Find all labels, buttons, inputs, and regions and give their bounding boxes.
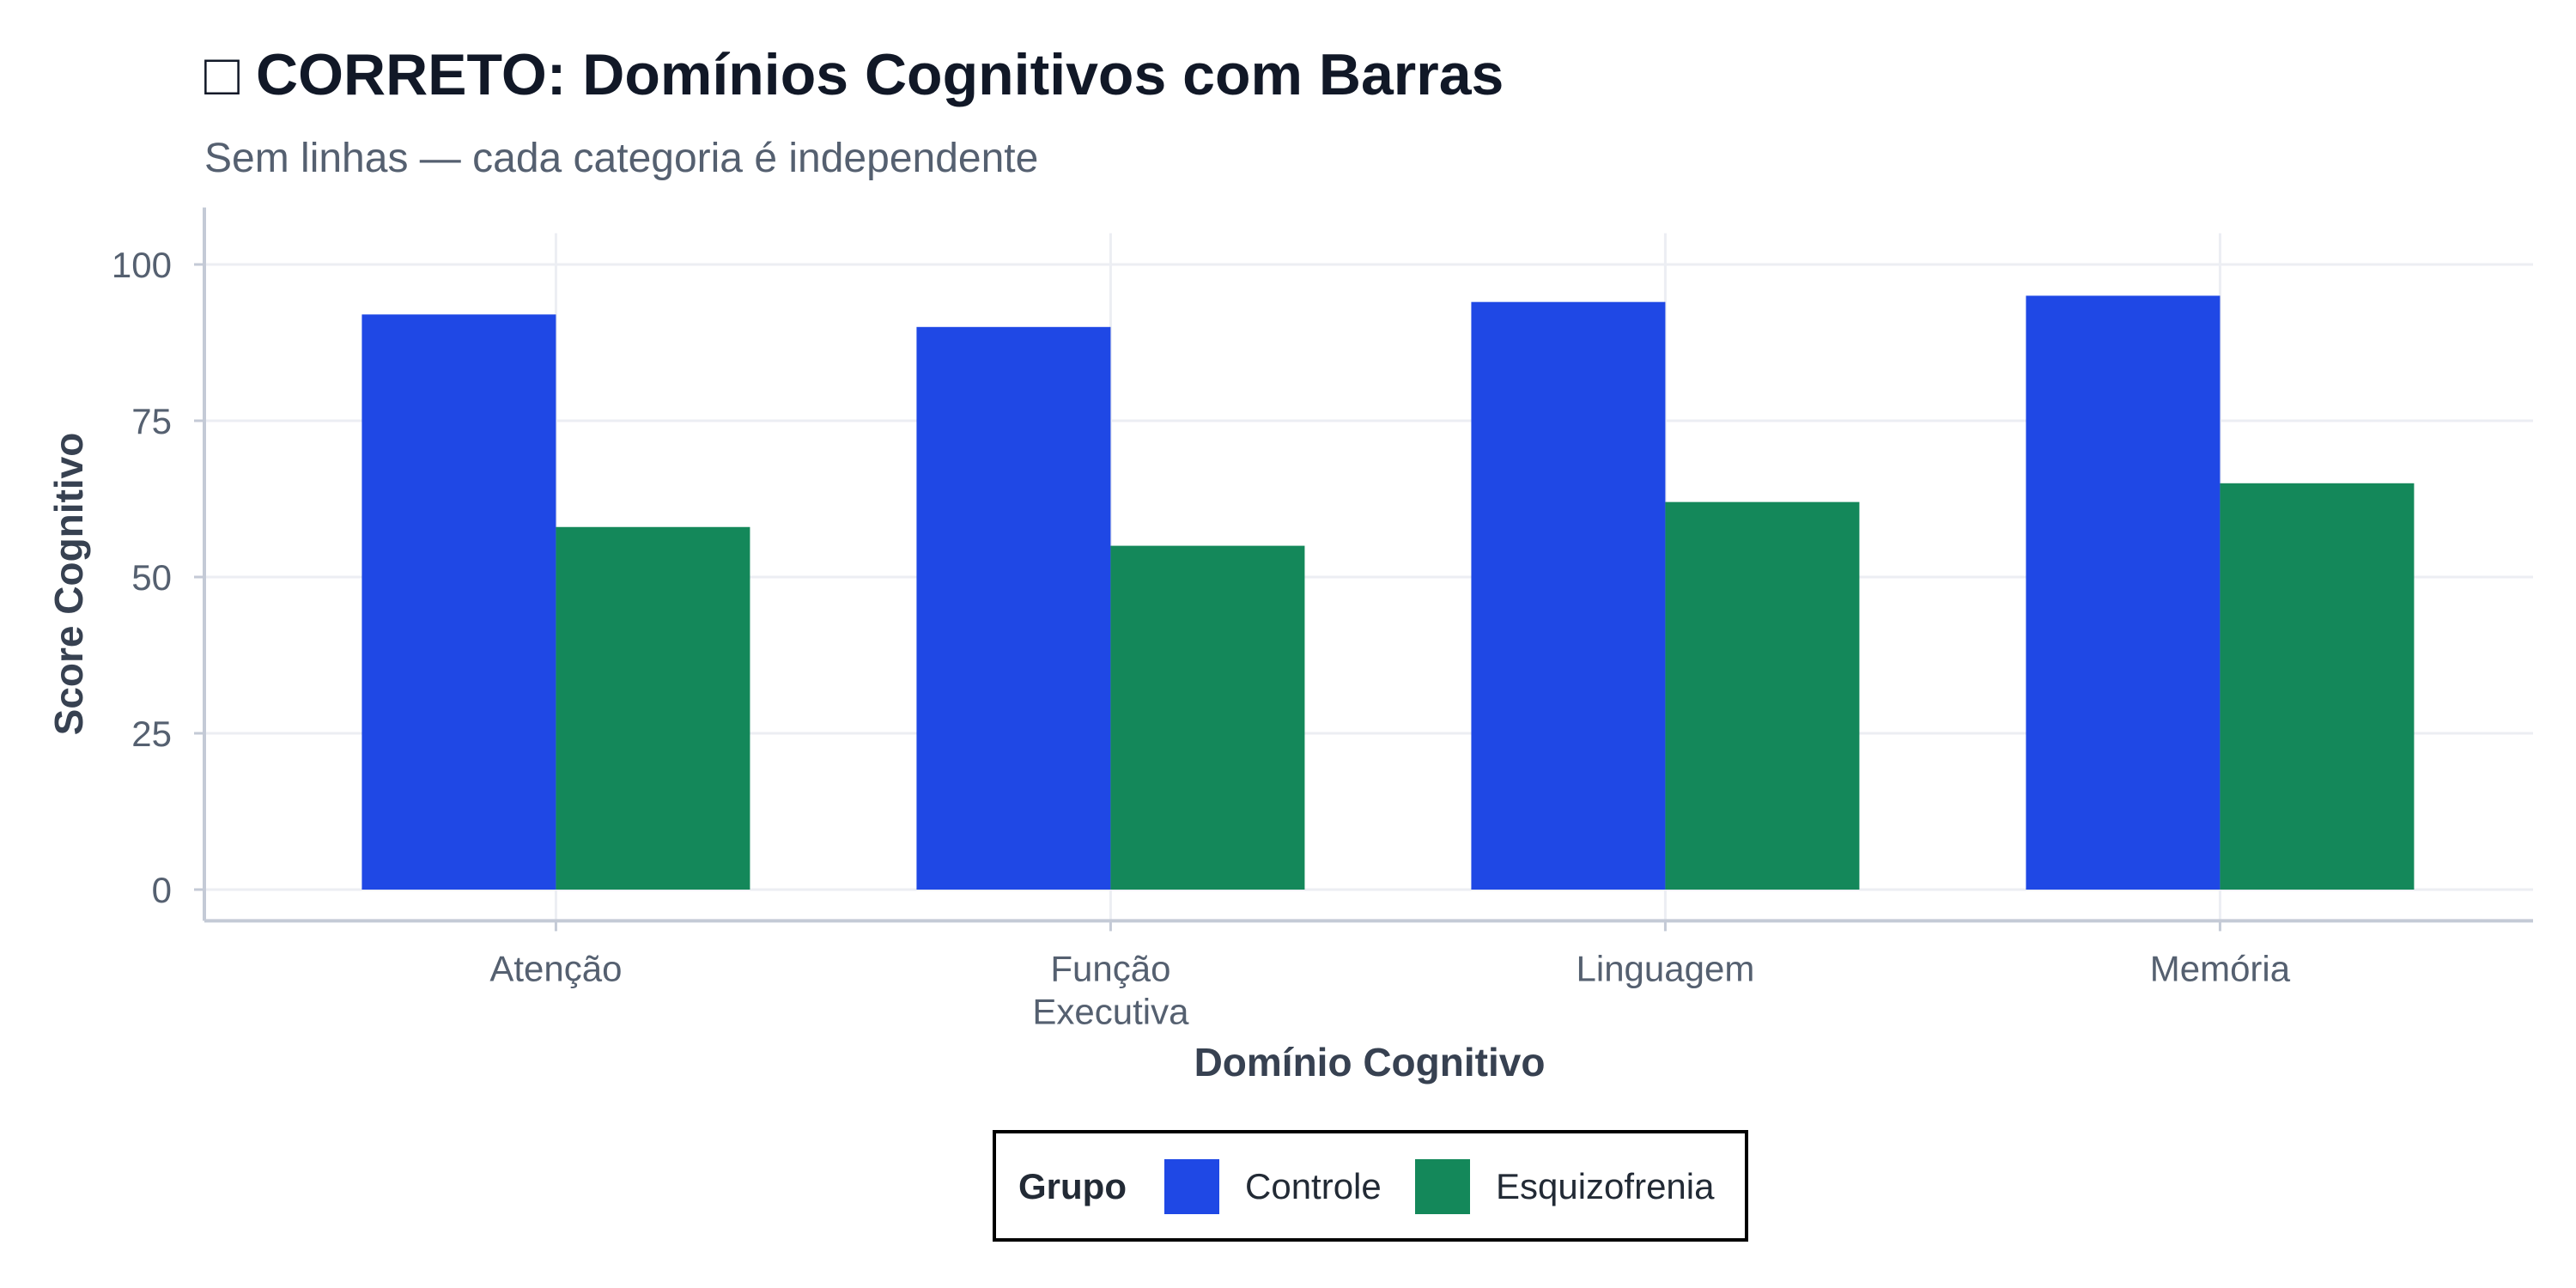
x-tick-label-line: Executiva [1032,991,1189,1031]
legend-label-esquizofrenia: Esquizofrenia [1496,1166,1715,1206]
x-axis-ticks: Atenção Função Executiva Linguagem Memória [489,920,2291,1031]
y-tick-label: 75 [131,401,172,441]
y-axis-title: Score Cognitivo [46,433,91,736]
bar-controle-4 [2026,295,2221,890]
legend-box [993,1130,1748,1242]
y-tick-label: 25 [131,714,172,754]
x-tick-label-line: Linguagem [1577,948,1755,988]
x-axis-title: Domínio Cognitivo [1194,1040,1546,1084]
chart-subtitle: Sem linhas — cada categoria é independen… [204,136,1038,181]
bar-esquizofrenia-4 [2220,483,2415,890]
legend-swatch-controle [1164,1159,1219,1214]
x-tick-label: Memória [2150,948,2291,988]
legend-swatch-esquizofrenia [1415,1159,1470,1214]
x-tick-label: Função Executiva [1032,948,1189,1031]
legend-title: Grupo [1018,1166,1127,1206]
bar-controle-2 [916,326,1111,890]
axes [203,207,2533,923]
legend-label-controle: Controle [1245,1166,1382,1206]
bar-controle-3 [1471,301,1666,890]
legend: Grupo Controle Esquizofrenia [993,1130,1748,1242]
x-tick-label-line: Função [1050,948,1170,988]
bar-esquizofrenia-1 [556,526,750,890]
bar-controle-1 [361,314,556,890]
y-tick-label: 50 [131,557,172,598]
bars [361,295,2415,890]
chart-title: □ CORRETO: Domínios Cognitivos com Barra… [204,42,1504,107]
y-tick-label: 0 [152,870,172,910]
x-tick-label: Atenção [489,948,622,988]
x-tick-label-line: Atenção [489,948,622,988]
x-tick-label-line: Memória [2150,948,2291,988]
y-axis-ticks: 0 25 50 75 100 [112,245,204,910]
bar-esquizofrenia-2 [1110,545,1305,890]
bar-esquizofrenia-3 [1665,501,1860,890]
y-tick-label: 100 [112,245,172,285]
x-tick-label: Linguagem [1577,948,1755,988]
